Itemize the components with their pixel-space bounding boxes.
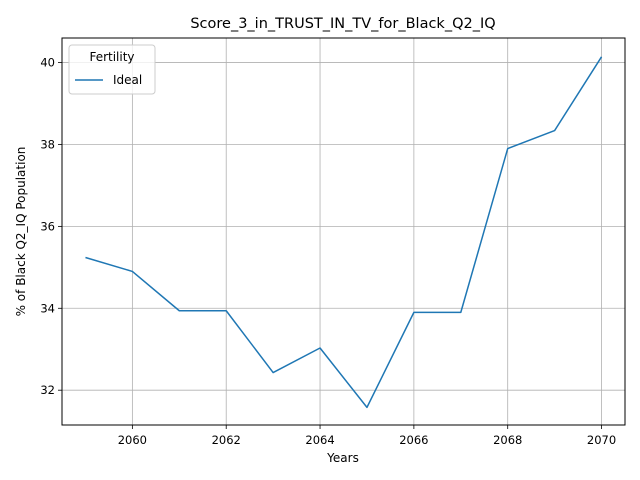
series-line-ideal [85, 56, 603, 409]
y-tick-label: 40 [40, 56, 55, 70]
y-axis-label: % of Black Q2_IQ Population [14, 147, 28, 317]
legend-label-ideal: Ideal [113, 73, 142, 87]
chart-title: Score_3_in_TRUST_IN_TV_for_Black_Q2_IQ [190, 16, 495, 32]
legend: Fertility Ideal [68, 44, 156, 95]
legend-title: Fertility [89, 50, 134, 64]
legend-box [68, 44, 156, 95]
ticks: 2060 2062 2064 2066 2068 2070 32 34 36 38 40 [40, 56, 616, 447]
x-tick-label: 2068 [493, 433, 522, 447]
grid [62, 38, 625, 425]
x-tick-label: 2062 [212, 433, 241, 447]
y-tick-label: 38 [40, 137, 55, 151]
y-tick-label: 32 [40, 383, 55, 397]
x-tick-label: 2060 [118, 433, 147, 447]
x-tick-label: 2064 [305, 433, 334, 447]
y-tick-label: 34 [40, 301, 55, 315]
x-tick-label: 2066 [399, 433, 428, 447]
y-tick-label: 36 [40, 219, 55, 233]
series-lines [85, 56, 603, 409]
plot-frame [61, 37, 626, 426]
x-tick-label: 2070 [587, 433, 616, 447]
x-axis-label: Years [326, 451, 359, 465]
